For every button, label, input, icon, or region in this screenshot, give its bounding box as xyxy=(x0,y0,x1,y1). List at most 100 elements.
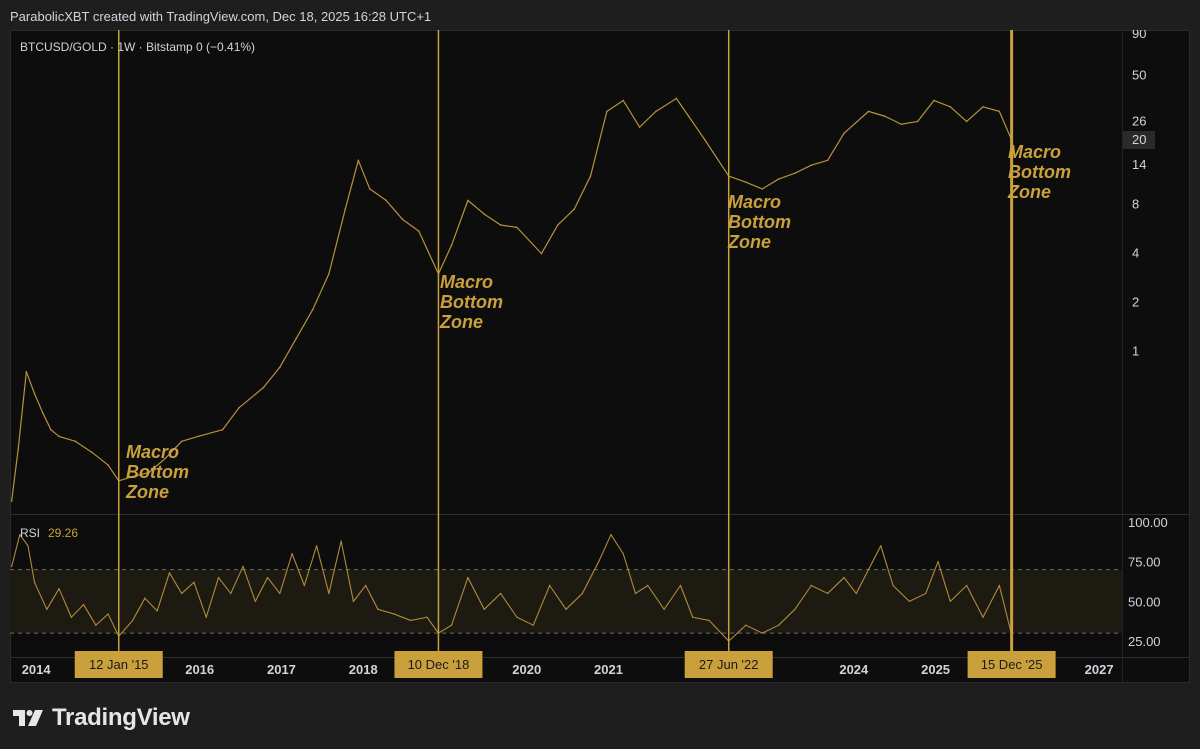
rsi-point xyxy=(467,576,469,579)
price-point xyxy=(418,230,420,232)
price-point xyxy=(344,208,347,211)
price-point xyxy=(238,407,240,409)
price-point xyxy=(810,164,813,166)
rsi-point xyxy=(33,581,36,584)
price-tick-label: 4 xyxy=(1132,246,1139,261)
macro-bottom-zone-label: Zone xyxy=(1007,182,1051,202)
rsi-point xyxy=(949,600,951,603)
price-point xyxy=(328,273,330,275)
rsi-point xyxy=(892,584,894,587)
date-marker-tag[interactable] xyxy=(394,651,483,678)
rsi-point xyxy=(254,600,256,603)
rsi-tick-label: 50.00 xyxy=(1128,594,1161,609)
rsi-point xyxy=(131,619,134,622)
rsi-point xyxy=(46,608,48,611)
rsi-point xyxy=(708,619,710,622)
date-marker-label: 12 Jan '15 xyxy=(89,657,149,672)
time-tick-label: 2021 xyxy=(594,662,623,677)
rsi-point xyxy=(217,576,220,579)
time-tick-label: 2020 xyxy=(512,662,541,677)
rsi-point xyxy=(880,545,882,547)
price-point xyxy=(180,440,183,443)
price-series xyxy=(10,97,1013,502)
rsi-point xyxy=(340,540,342,542)
rsi-point xyxy=(499,592,502,595)
rsi-point xyxy=(168,572,171,574)
rsi-legend-label[interactable]: RSI xyxy=(20,526,40,540)
rsi-point xyxy=(10,565,13,568)
price-point xyxy=(777,178,780,180)
price-point xyxy=(638,126,641,128)
rsi-point xyxy=(745,624,747,626)
rsi-point xyxy=(409,619,412,622)
current-price-tag xyxy=(1123,130,1155,149)
price-point xyxy=(965,120,968,123)
rsi-point xyxy=(634,592,637,595)
rsi-point xyxy=(598,560,600,563)
rsi-line xyxy=(11,534,1013,642)
price-point xyxy=(58,435,60,438)
rsi-point xyxy=(70,616,73,618)
rsi-point xyxy=(908,600,911,603)
rsi-point xyxy=(855,592,857,595)
rsi-point xyxy=(622,553,624,555)
rsi-tick-label: 75.00 xyxy=(1128,555,1161,570)
macro-bottom-zone-label: Zone xyxy=(727,232,771,252)
macro-bottom-zone-label: Zone xyxy=(125,482,169,502)
rsi-point xyxy=(761,632,763,634)
price-tick-label: 14 xyxy=(1132,157,1146,172)
price-tick-label: 20 xyxy=(1132,132,1146,147)
price-point xyxy=(843,132,845,135)
macro-bottom-lines xyxy=(117,30,1014,657)
price-point xyxy=(450,244,453,247)
rsi-point xyxy=(205,616,207,618)
macro-bottom-zone-label: Macro xyxy=(1008,142,1061,162)
rsi-band-fill xyxy=(10,569,1122,634)
rsi-legend-value: 29.26 xyxy=(48,526,78,540)
rsi-point xyxy=(95,624,97,626)
rsi-point xyxy=(965,584,968,587)
rsi-point xyxy=(692,616,694,618)
price-point xyxy=(687,115,690,118)
rsi-tick-label: 25.00 xyxy=(1128,634,1161,649)
macro-bottom-zone-label: Bottom xyxy=(728,212,791,232)
price-point xyxy=(10,500,13,502)
rsi-point xyxy=(937,560,939,563)
rsi-point xyxy=(647,584,649,587)
date-marker-tag[interactable] xyxy=(684,651,773,678)
time-axis: 2014 2016 2017 2018 2020 2021 2024 2025 2027 12 J… xyxy=(22,651,1114,678)
price-point xyxy=(368,188,371,190)
rsi-point xyxy=(19,534,21,536)
rsi-point xyxy=(794,608,796,611)
price-point xyxy=(589,175,592,177)
time-tick-label: 2024 xyxy=(839,662,869,677)
rsi-point xyxy=(532,624,534,626)
rsi-point xyxy=(610,534,612,536)
rsi-point xyxy=(144,597,146,599)
time-tick-label: 2017 xyxy=(267,662,296,677)
tradingview-logo[interactable]: TradingView xyxy=(12,704,190,732)
date-marker-tag[interactable] xyxy=(74,651,163,678)
price-point xyxy=(197,435,199,438)
rsi-point xyxy=(810,584,812,587)
rsi-point xyxy=(377,608,379,611)
date-marker-tag[interactable] xyxy=(967,651,1056,678)
rsi-point xyxy=(393,613,395,615)
symbol-legend[interactable]: BTCUSD/GOLD · 1W · Bitstamp 0 (−0.41%) xyxy=(20,40,255,54)
price-axis: 1 2 4 8 14 20 26 50 90 xyxy=(1123,30,1155,358)
btc-gold-chart[interactable]: 1 2 4 8 14 20 26 50 90 100.00 75.00 50.00 25.00 201… xyxy=(10,30,1190,683)
price-line xyxy=(11,97,1013,502)
rsi-point xyxy=(867,568,870,571)
price-point xyxy=(50,428,52,431)
macro-bottom-zone-label: Zone xyxy=(439,312,483,332)
rsi-point xyxy=(925,592,927,595)
price-point xyxy=(164,457,167,460)
price-point xyxy=(483,213,486,215)
price-point xyxy=(933,99,935,102)
macro-bottom-zone-label: Bottom xyxy=(126,462,189,482)
rsi-point xyxy=(843,576,845,579)
rsi-point xyxy=(450,624,453,626)
price-point xyxy=(884,115,886,118)
rsi-series xyxy=(10,534,1013,642)
price-point xyxy=(33,392,36,395)
